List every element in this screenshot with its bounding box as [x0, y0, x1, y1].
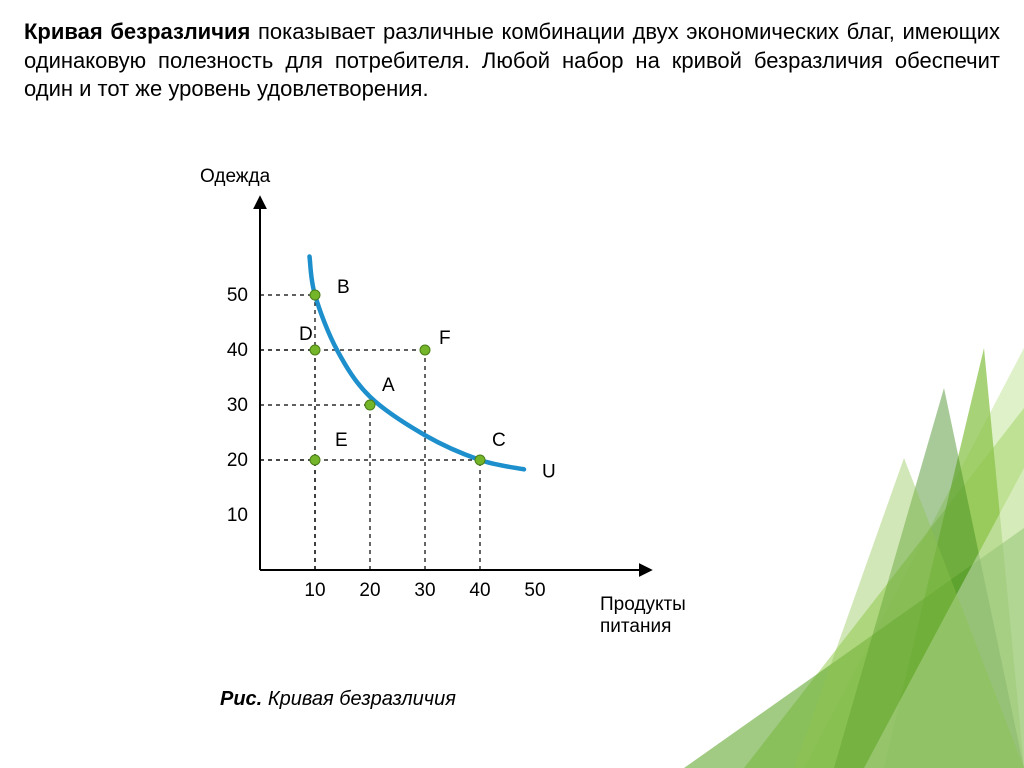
svg-text:D: D	[299, 324, 313, 345]
svg-text:питания: питания	[600, 616, 671, 637]
indifference-curve-chart: Одежда Продуктыпитания 10 20 30 40 50 10 20 30 40 5…	[140, 140, 690, 660]
svg-text:E: E	[335, 430, 348, 451]
svg-text:C: C	[492, 430, 506, 451]
svg-text:A: A	[382, 375, 395, 396]
caption-prefix: Рис.	[220, 688, 262, 710]
green-corner-decoration	[684, 348, 1024, 768]
svg-text:B: B	[337, 277, 350, 298]
figure-caption: Рис. Кривая безразличия	[220, 688, 456, 711]
svg-text:Одежда: Одежда	[200, 166, 271, 187]
svg-text:20: 20	[359, 580, 380, 601]
svg-text:F: F	[439, 328, 451, 349]
caption-title: Кривая безразличия	[268, 688, 456, 710]
svg-text:30: 30	[414, 580, 435, 601]
intro-paragraph: Кривая безразличия показывает различные …	[24, 18, 1000, 104]
svg-text:20: 20	[227, 450, 248, 471]
intro-bold: Кривая безразличия	[24, 19, 250, 44]
svg-text:40: 40	[227, 340, 248, 361]
svg-text:Продукты: Продукты	[600, 594, 686, 615]
svg-text:U: U	[542, 461, 556, 482]
svg-text:50: 50	[524, 580, 545, 601]
svg-text:30: 30	[227, 395, 248, 416]
svg-text:50: 50	[227, 285, 248, 306]
svg-text:10: 10	[304, 580, 325, 601]
svg-text:10: 10	[227, 505, 248, 526]
svg-text:40: 40	[469, 580, 490, 601]
